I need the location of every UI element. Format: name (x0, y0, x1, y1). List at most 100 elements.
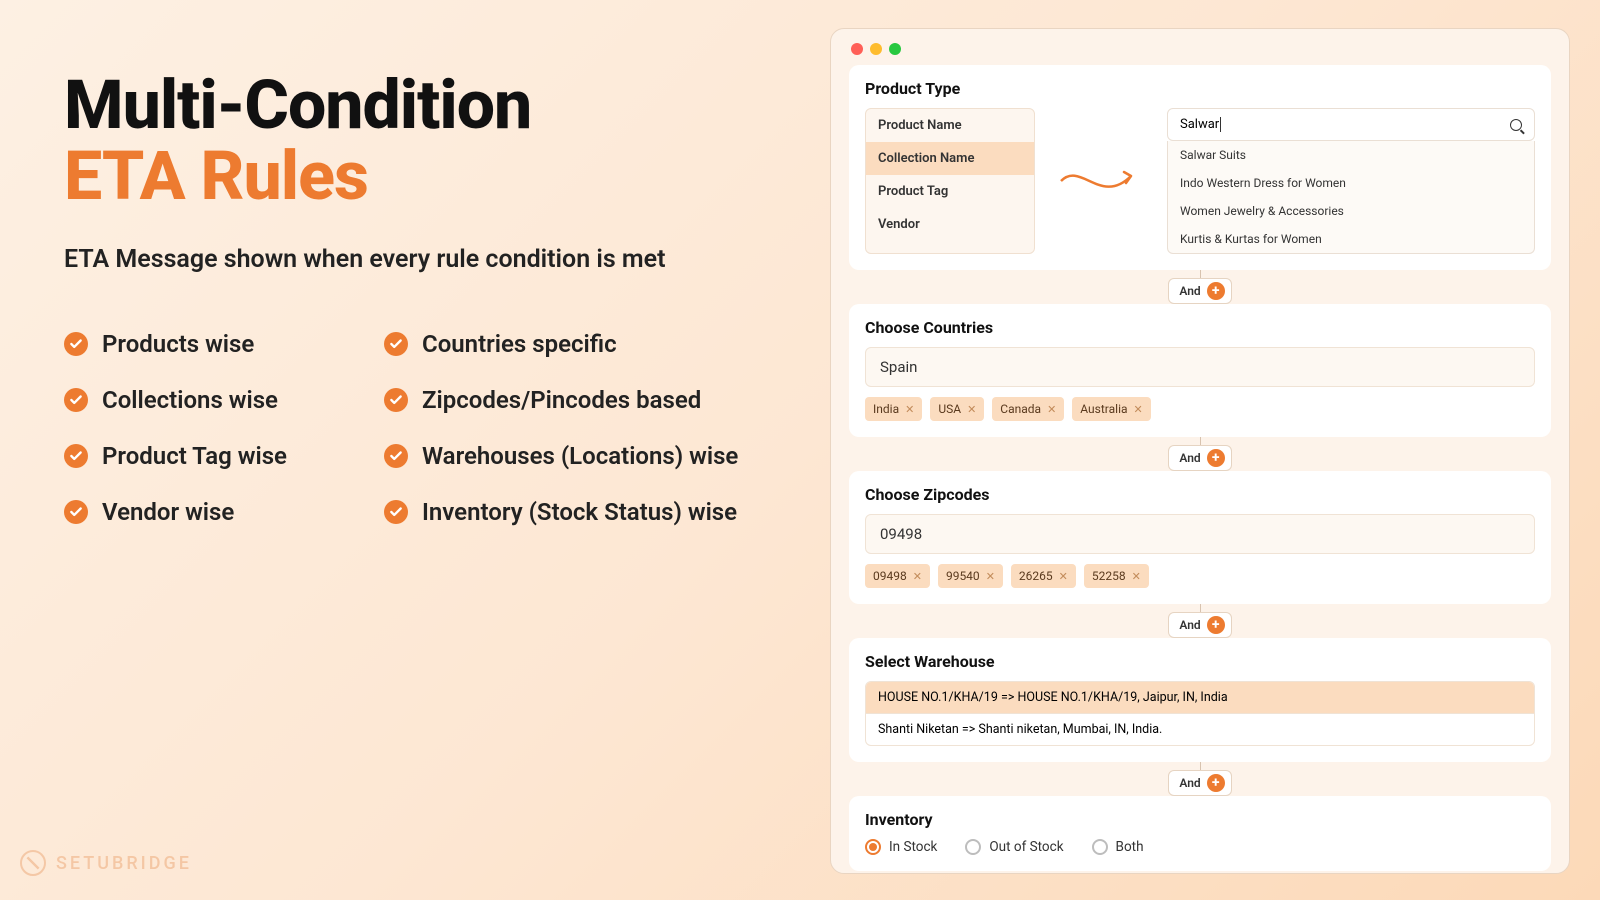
plus-icon[interactable]: + (1207, 616, 1225, 634)
product-type-title: Product Type (865, 79, 1535, 98)
tab-product-tag[interactable]: Product Tag (866, 175, 1034, 208)
countries-title: Choose Countries (865, 318, 1535, 337)
inventory-card: Inventory In Stock Out of Stock Both (849, 796, 1551, 871)
feature-item: Vendor wise (64, 498, 364, 526)
product-type-tabs: Product Name Collection Name Product Tag… (865, 108, 1035, 254)
countries-chips: India✕ USA✕ Canada✕ Australia✕ (865, 397, 1535, 421)
feature-item: Products wise (64, 330, 364, 358)
brand-text: SETUBRIDGE (56, 853, 192, 874)
feature-label: Product Tag wise (102, 442, 287, 470)
check-icon (64, 332, 88, 356)
suggestion-item[interactable]: Salwar Suits (1168, 141, 1534, 169)
minimize-icon[interactable] (870, 43, 882, 55)
feature-label: Inventory (Stock Status) wise (422, 498, 737, 526)
feature-label: Vendor wise (102, 498, 234, 526)
maximize-icon[interactable] (889, 43, 901, 55)
zipcodes-input[interactable]: 09498 (865, 514, 1535, 554)
product-search: Salwar Salwar Suits Indo Western Dress f… (1167, 108, 1535, 254)
plus-icon[interactable]: + (1207, 774, 1225, 792)
feature-label: Products wise (102, 330, 254, 358)
feature-item: Zipcodes/Pincodes based (384, 386, 764, 414)
chip-remove-icon[interactable]: ✕ (905, 403, 914, 416)
country-chip[interactable]: Canada✕ (992, 397, 1064, 421)
rules-panel: Product Type Product Name Collection Nam… (830, 28, 1570, 874)
search-value: Salwar (1180, 117, 1221, 132)
check-icon (64, 500, 88, 524)
radio-out-of-stock[interactable]: Out of Stock (965, 839, 1063, 855)
zipcode-chip[interactable]: 52258✕ (1084, 564, 1149, 588)
feature-item: Countries specific (384, 330, 764, 358)
warehouse-item[interactable]: HOUSE NO.1/KHA/19 => HOUSE NO.1/KHA/19, … (866, 682, 1534, 713)
connector: And + (849, 270, 1551, 304)
window-controls (851, 43, 1551, 55)
zipcodes-card: Choose Zipcodes 09498 09498✕ 99540✕ 2626… (849, 471, 1551, 604)
and-connector[interactable]: And + (1168, 770, 1231, 796)
chip-remove-icon[interactable]: ✕ (1059, 570, 1068, 583)
plus-icon[interactable]: + (1207, 282, 1225, 300)
radio-icon (965, 839, 981, 855)
check-icon (64, 388, 88, 412)
tab-vendor[interactable]: Vendor (866, 208, 1034, 241)
feature-item: Product Tag wise (64, 442, 364, 470)
connector: And + (849, 604, 1551, 638)
countries-input[interactable]: Spain (865, 347, 1535, 387)
warehouse-item[interactable]: Shanti Niketan => Shanti niketan, Mumbai… (866, 713, 1534, 745)
feature-item: Collections wise (64, 386, 364, 414)
zipcode-chip[interactable]: 09498✕ (865, 564, 930, 588)
check-icon (64, 444, 88, 468)
search-input[interactable]: Salwar (1167, 108, 1535, 141)
zipcodes-title: Choose Zipcodes (865, 485, 1535, 504)
chip-remove-icon[interactable]: ✕ (986, 570, 995, 583)
feature-label: Countries specific (422, 330, 617, 358)
subtitle: ETA Message shown when every rule condit… (64, 245, 780, 274)
feature-item: Inventory (Stock Status) wise (384, 498, 764, 526)
tab-product-name[interactable]: Product Name (866, 109, 1034, 142)
warehouse-title: Select Warehouse (865, 652, 1535, 671)
feature-label: Collections wise (102, 386, 278, 414)
feature-item: Warehouses (Locations) wise (384, 442, 764, 470)
countries-card: Choose Countries Spain India✕ USA✕ Canad… (849, 304, 1551, 437)
chip-remove-icon[interactable]: ✕ (967, 403, 976, 416)
check-icon (384, 500, 408, 524)
check-icon (384, 388, 408, 412)
connector: And + (849, 437, 1551, 471)
zipcode-chip[interactable]: 26265✕ (1011, 564, 1076, 588)
suggestion-item[interactable]: Kurtis & Kurtas for Women (1168, 225, 1534, 253)
check-icon (384, 444, 408, 468)
plus-icon[interactable]: + (1207, 449, 1225, 467)
suggestion-item[interactable]: Women Jewelry & Accessories (1168, 197, 1534, 225)
and-label: And (1179, 284, 1200, 298)
chip-remove-icon[interactable]: ✕ (1047, 403, 1056, 416)
close-icon[interactable] (851, 43, 863, 55)
title-line2: ETA Rules (64, 136, 368, 216)
country-chip[interactable]: India✕ (865, 397, 922, 421)
chip-remove-icon[interactable]: ✕ (1132, 570, 1141, 583)
chip-remove-icon[interactable]: ✕ (913, 570, 922, 583)
zipcodes-chips: 09498✕ 99540✕ 26265✕ 52258✕ (865, 564, 1535, 588)
radio-both[interactable]: Both (1092, 839, 1144, 855)
and-label: And (1179, 776, 1200, 790)
warehouse-list: HOUSE NO.1/KHA/19 => HOUSE NO.1/KHA/19, … (865, 681, 1535, 746)
and-label: And (1179, 451, 1200, 465)
and-label: And (1179, 618, 1200, 632)
inventory-title: Inventory (865, 810, 1535, 829)
suggestion-item[interactable]: Indo Western Dress for Women (1168, 169, 1534, 197)
country-chip[interactable]: Australia✕ (1072, 397, 1150, 421)
title-line1: Multi-Condition (64, 65, 531, 145)
brand-icon (20, 850, 46, 876)
radio-icon (1092, 839, 1108, 855)
warehouse-card: Select Warehouse HOUSE NO.1/KHA/19 => HO… (849, 638, 1551, 762)
zipcode-chip[interactable]: 99540✕ (938, 564, 1003, 588)
feature-list: Products wise Countries specific Collect… (64, 330, 780, 526)
connector: And + (849, 762, 1551, 796)
country-chip[interactable]: USA✕ (930, 397, 984, 421)
chip-remove-icon[interactable]: ✕ (1134, 403, 1143, 416)
radio-in-stock[interactable]: In Stock (865, 839, 937, 855)
and-connector[interactable]: And + (1168, 445, 1231, 471)
and-connector[interactable]: And + (1168, 278, 1231, 304)
tab-collection-name[interactable]: Collection Name (866, 142, 1034, 175)
feature-label: Warehouses (Locations) wise (422, 442, 738, 470)
check-icon (384, 332, 408, 356)
search-suggestions: Salwar Suits Indo Western Dress for Wome… (1167, 141, 1535, 254)
and-connector[interactable]: And + (1168, 612, 1231, 638)
